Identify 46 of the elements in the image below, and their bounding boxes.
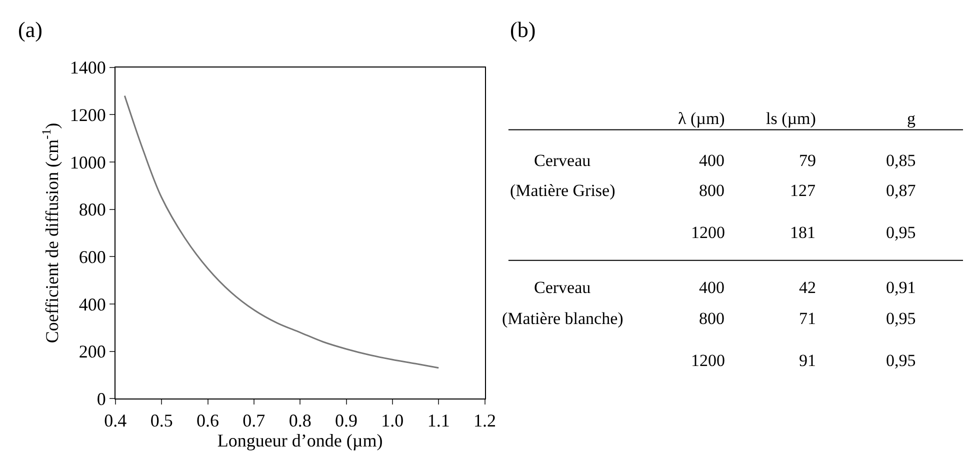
text: 0,95 xyxy=(886,223,916,242)
x-tick-label: 0.9 xyxy=(335,410,358,430)
text: 1200 xyxy=(691,223,725,242)
text: ls (µm) xyxy=(766,109,816,128)
x-tick-label: 1.0 xyxy=(381,410,404,430)
text: (Matière Grise) xyxy=(510,181,616,200)
text: 800 xyxy=(699,309,724,328)
x-tick-label: 0.5 xyxy=(150,410,173,430)
text: 42 xyxy=(799,278,816,297)
text: 91 xyxy=(799,351,816,370)
y-tick-label: 1400 xyxy=(70,58,106,78)
line-series xyxy=(124,94,440,369)
x-axis-title: Longueur d’onde (µm) xyxy=(217,430,383,450)
text: 0,95 xyxy=(886,351,916,370)
text: λ (µm) xyxy=(678,109,725,128)
x-tick-label: 0.6 xyxy=(196,410,220,430)
text: 400 xyxy=(699,151,724,170)
text: 800 xyxy=(699,181,724,200)
text: 0,87 xyxy=(886,181,916,200)
x-tick-label: 1.1 xyxy=(427,410,450,430)
y-tick-label: 1000 xyxy=(70,152,106,172)
text: 127 xyxy=(790,181,816,200)
text: 0,85 xyxy=(886,151,916,170)
y-tick-label: 1200 xyxy=(70,104,106,125)
text: 181 xyxy=(790,223,816,242)
text: 71 xyxy=(799,309,816,328)
x-tick-label: 0.7 xyxy=(242,410,266,430)
x-tick-label: 0.8 xyxy=(288,410,312,430)
text: 0,91 xyxy=(886,278,916,297)
y-tick-label: 400 xyxy=(78,294,106,314)
y-tick-label: 200 xyxy=(78,342,106,362)
chart-title: (a) xyxy=(18,17,42,42)
x-tick-label: 1.2 xyxy=(474,410,496,430)
text: (Matière blanche) xyxy=(502,309,624,328)
text: 1200 xyxy=(691,351,725,370)
text: Cerveau xyxy=(534,278,592,297)
text: g xyxy=(907,109,916,128)
y-tick-label: 600 xyxy=(78,246,106,267)
x-tick-label: 0.4 xyxy=(104,410,127,430)
text: 79 xyxy=(799,151,816,170)
y-tick-label: 800 xyxy=(78,200,106,220)
text: Cerveau xyxy=(534,151,592,170)
y-tick-label: 0 xyxy=(96,388,106,409)
text: 400 xyxy=(699,278,724,297)
text: (b) xyxy=(510,17,536,42)
text: 0,95 xyxy=(886,309,916,328)
